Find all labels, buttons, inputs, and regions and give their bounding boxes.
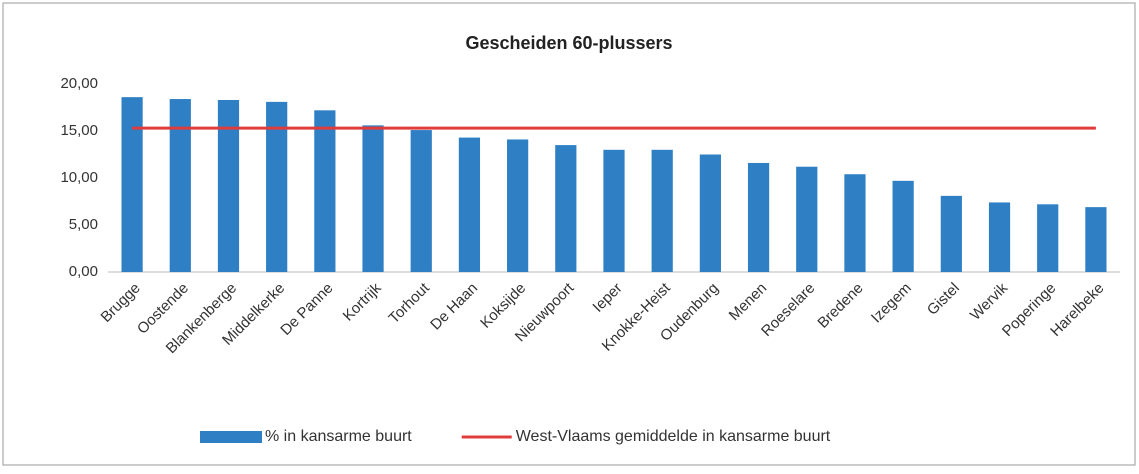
y-tick-label: 5,00 [69,216,98,233]
legend-label: % in kansarme buurt [265,428,412,445]
bar [362,125,384,272]
bar [410,130,432,272]
bar [603,149,625,272]
bar [940,195,962,272]
bar [651,149,673,272]
bar [747,162,770,272]
bar [555,145,577,272]
y-tick-label: 20,00 [60,75,98,92]
bar [796,166,818,272]
legend-label: West-Vlaams gemiddelde in kansarme buurt [516,428,831,445]
bar [507,139,529,272]
chart-title: Gescheiden 60-plussers [465,33,672,53]
bar [892,180,914,272]
bar [844,174,866,272]
bar [217,99,240,272]
y-tick-label: 15,00 [60,122,98,139]
bar [314,110,336,272]
bar [699,154,721,272]
bar [169,99,191,272]
bar [458,137,481,272]
legend-swatch [200,431,262,443]
bar [1037,204,1059,272]
bar [121,97,143,272]
bar [988,202,1011,272]
bar [1085,207,1107,272]
bar [266,101,288,272]
y-tick-label: 10,00 [60,169,98,186]
y-tick-label: 0,00 [69,263,98,280]
